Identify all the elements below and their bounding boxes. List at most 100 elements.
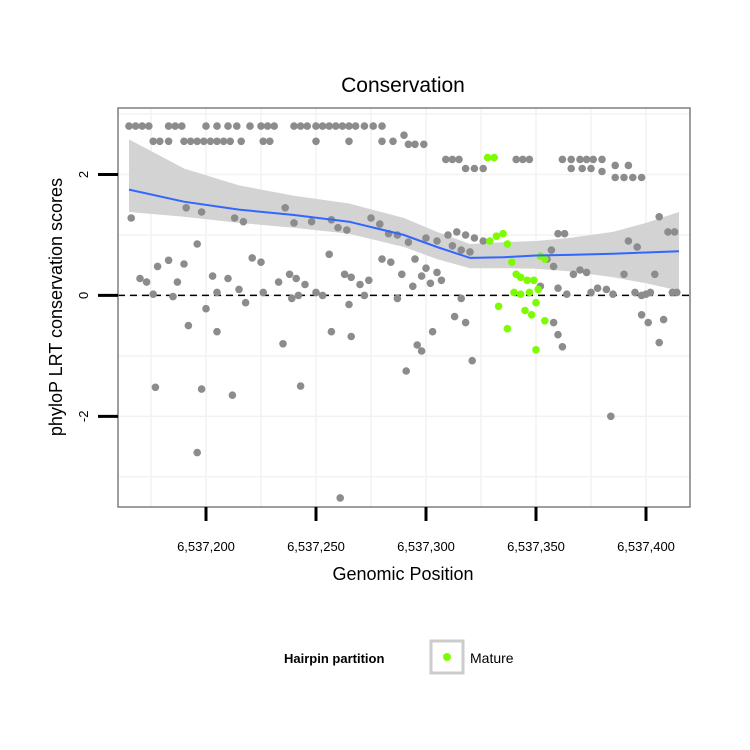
point-other — [420, 140, 428, 149]
point-other — [376, 220, 384, 228]
point-other — [367, 214, 375, 222]
point-other — [389, 137, 397, 146]
point-other — [633, 243, 641, 251]
point-other — [433, 237, 441, 245]
point-other — [213, 137, 221, 146]
point-other — [332, 122, 340, 130]
x-axis-title: Genomic Position — [332, 564, 473, 584]
point-other — [360, 291, 369, 300]
point-other — [290, 219, 298, 227]
point-other — [186, 137, 195, 146]
point-other — [598, 155, 606, 164]
point-other — [151, 383, 160, 392]
point-other — [461, 231, 470, 239]
point-other — [558, 343, 567, 351]
point-other — [448, 242, 457, 250]
point-other — [296, 122, 305, 130]
point-other — [402, 367, 411, 375]
point-other — [609, 290, 617, 299]
point-other — [437, 276, 446, 285]
point-other — [519, 155, 527, 164]
point-other — [142, 278, 151, 286]
point-other — [576, 266, 584, 274]
point-other — [345, 300, 353, 309]
point-mature — [483, 153, 492, 162]
point-other — [637, 311, 646, 319]
point-other — [178, 122, 186, 130]
point-other — [312, 122, 320, 130]
point-other — [248, 254, 256, 262]
point-mature — [530, 276, 538, 285]
point-other — [180, 260, 188, 268]
point-other — [279, 340, 287, 348]
point-other — [567, 155, 575, 164]
point-other — [347, 332, 356, 341]
point-other — [224, 274, 232, 283]
legend-key-mature — [443, 653, 451, 661]
point-other — [257, 122, 265, 130]
point-other — [136, 274, 144, 283]
point-other — [182, 204, 190, 212]
point-other — [651, 270, 659, 279]
point-other — [644, 318, 652, 327]
point-other — [448, 155, 457, 164]
point-other — [455, 155, 463, 164]
point-other — [230, 214, 239, 222]
plot-panel — [117, 107, 691, 508]
point-other — [259, 137, 268, 146]
point-other — [285, 270, 294, 279]
point-other — [512, 155, 520, 164]
point-mature — [532, 346, 540, 354]
point-other — [202, 122, 210, 130]
point-other — [611, 173, 619, 182]
point-other — [428, 327, 437, 336]
point-other — [338, 122, 347, 130]
point-other — [549, 318, 558, 327]
legend-title: Hairpin partition — [284, 651, 384, 666]
point-other — [164, 122, 173, 130]
point-other — [602, 285, 611, 294]
point-other — [202, 304, 210, 313]
point-mature — [508, 258, 516, 267]
point-other — [569, 270, 578, 279]
point-other — [347, 273, 356, 282]
point-other — [620, 270, 628, 279]
point-other — [356, 280, 364, 289]
point-other — [327, 327, 336, 336]
point-other — [343, 226, 351, 234]
point-other — [292, 274, 301, 283]
point-mature — [532, 298, 540, 307]
point-other — [646, 288, 655, 297]
point-other — [549, 262, 558, 271]
point-other — [303, 122, 312, 130]
legend-label-mature: Mature — [470, 650, 514, 666]
point-other — [422, 264, 430, 273]
point-mature — [541, 255, 549, 263]
point-other — [578, 164, 586, 173]
point-other — [593, 284, 602, 293]
point-other — [226, 137, 234, 146]
point-other — [184, 321, 193, 330]
point-other — [409, 282, 417, 291]
point-other — [576, 155, 584, 164]
point-mature — [499, 229, 507, 238]
point-other — [422, 234, 430, 242]
point-mature — [516, 290, 525, 299]
point-other — [340, 270, 349, 279]
point-other — [228, 391, 237, 400]
x-tick-label: 6,537,250 — [287, 539, 345, 554]
point-other — [624, 161, 633, 170]
point-other — [334, 223, 342, 232]
point-other — [156, 137, 164, 146]
point-other — [417, 347, 426, 355]
point-other — [582, 268, 591, 277]
point-mature — [527, 311, 536, 319]
point-mature — [494, 302, 503, 311]
point-other — [259, 288, 268, 297]
point-other — [398, 270, 406, 279]
point-other — [325, 250, 334, 259]
point-other — [404, 238, 413, 246]
point-other — [404, 140, 413, 149]
point-other — [164, 256, 173, 265]
